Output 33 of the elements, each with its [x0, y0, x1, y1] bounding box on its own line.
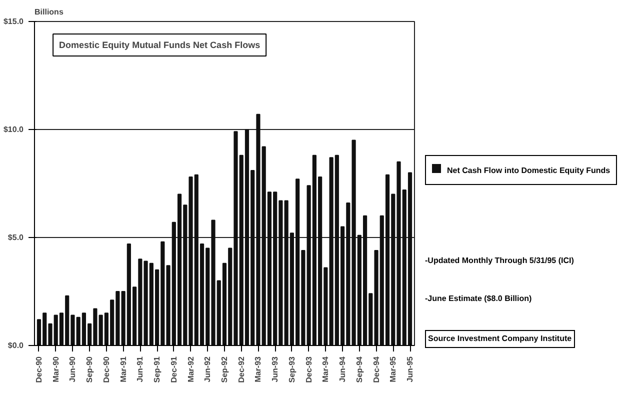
legend-label: Net Cash Flow into Domestic Equity Funds	[425, 155, 618, 186]
x-tick-label: Jun-95	[406, 356, 415, 382]
x-tick-label: Sep-90	[85, 356, 94, 383]
x-tick-label: Mar-94	[321, 356, 330, 382]
y-tick-label: $10.0	[3, 125, 24, 134]
x-tick-label: Mar-92	[186, 356, 196, 382]
x-tick-label: Dec-90	[34, 356, 44, 383]
y-tick-label: $0.0	[8, 341, 24, 350]
y-tick-label: $15.0	[3, 17, 24, 26]
x-tick-label: Jun-94	[338, 356, 348, 382]
text: -June Estimate ($8.0 Billion)	[425, 292, 533, 304]
y-tick-label: $5.0	[8, 233, 24, 242]
x-tick-label: Sep-91	[152, 356, 162, 383]
x-tick-label: Jun-91	[136, 356, 145, 382]
text: -Updated Monthly Through 5/31/95 (ICI)	[425, 255, 575, 267]
x-tick-label: Jun-93	[270, 356, 280, 382]
x-tick-label: Mar-93	[254, 356, 263, 382]
x-tick-label: Jun-92	[203, 356, 212, 382]
x-tick-label: Dec-91	[169, 356, 178, 383]
x-tick-label: Dec-90	[102, 356, 111, 383]
x-tick-label: Dec-92	[236, 356, 246, 383]
x-tick-label: Sep-92	[220, 356, 229, 383]
x-tick-label: Mar-90	[51, 356, 60, 382]
x-tick-label: Sep-93	[287, 356, 296, 383]
x-tick-label: Dec-94	[372, 356, 381, 383]
x-tick-label: Dec-93	[304, 356, 314, 383]
x-tick-label: Mar-91	[118, 356, 128, 382]
x-tick-label: Mar-95	[388, 356, 398, 382]
y-axis-title: Billions	[34, 8, 64, 16]
source-note: Source Investment Company Institute	[425, 330, 575, 348]
x-tick-label: Jun-90	[68, 356, 78, 382]
x-tick-label: Sep-94	[354, 356, 364, 383]
text: Domestic Equity Mutual Funds Net Cash Flows	[59, 40, 260, 50]
